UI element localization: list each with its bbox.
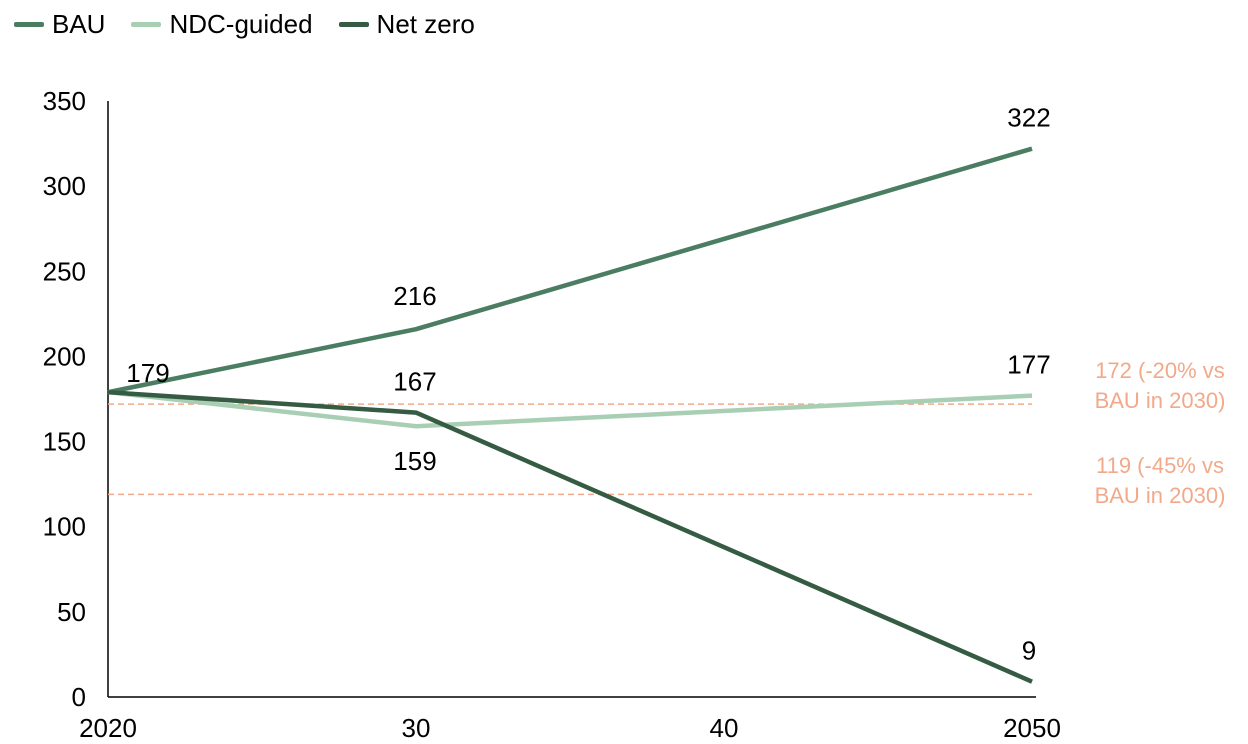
data-label: 216 — [393, 281, 436, 311]
y-tick-label: 300 — [43, 171, 86, 201]
y-tick-label: 150 — [43, 427, 86, 457]
y-tick-label: 350 — [43, 86, 86, 116]
legend-swatch-ndc-guided — [131, 21, 162, 27]
data-label: 167 — [393, 367, 436, 397]
reference-line-label: 119 (-45% vs — [1096, 453, 1224, 478]
series-line-ndc-guided — [107, 389, 1033, 429]
legend: BAU NDC-guided Net zero — [14, 4, 475, 44]
data-label: 177 — [1007, 350, 1050, 380]
y-tick-label: 50 — [57, 597, 86, 627]
x-tick-label: 30 — [402, 713, 431, 743]
y-tick-label: 200 — [43, 341, 86, 371]
x-tick-label: 2050 — [1003, 713, 1061, 743]
x-tick-label: 2020 — [79, 713, 137, 743]
legend-item-net-zero: Net zero — [338, 8, 475, 40]
legend-label-ndc-guided: NDC-guided — [169, 8, 313, 39]
legend-swatch-bau — [14, 21, 44, 27]
legend-label-net-zero: Net zero — [376, 8, 475, 39]
data-label: 159 — [393, 446, 436, 476]
legend-item-ndc-guided: NDC-guided — [131, 8, 313, 40]
legend-swatch-net-zero — [338, 21, 369, 27]
reference-line-label: BAU in 2030) — [1095, 388, 1226, 413]
data-label: 322 — [1007, 103, 1050, 133]
series-line-bau — [107, 146, 1033, 395]
y-tick-label: 250 — [43, 256, 86, 286]
series-line-net-zero — [107, 389, 1033, 684]
reference-line-label: BAU in 2030) — [1095, 483, 1226, 508]
data-label: 9 — [1022, 636, 1036, 666]
legend-item-bau: BAU — [14, 9, 105, 40]
reference-line-label: 172 (-20% vs — [1095, 358, 1225, 383]
y-tick-label: 100 — [43, 512, 86, 542]
legend-label-bau: BAU — [52, 8, 106, 39]
data-label: 179 — [126, 358, 169, 388]
y-tick-label: 0 — [72, 682, 86, 712]
x-tick-label: 40 — [710, 713, 739, 743]
